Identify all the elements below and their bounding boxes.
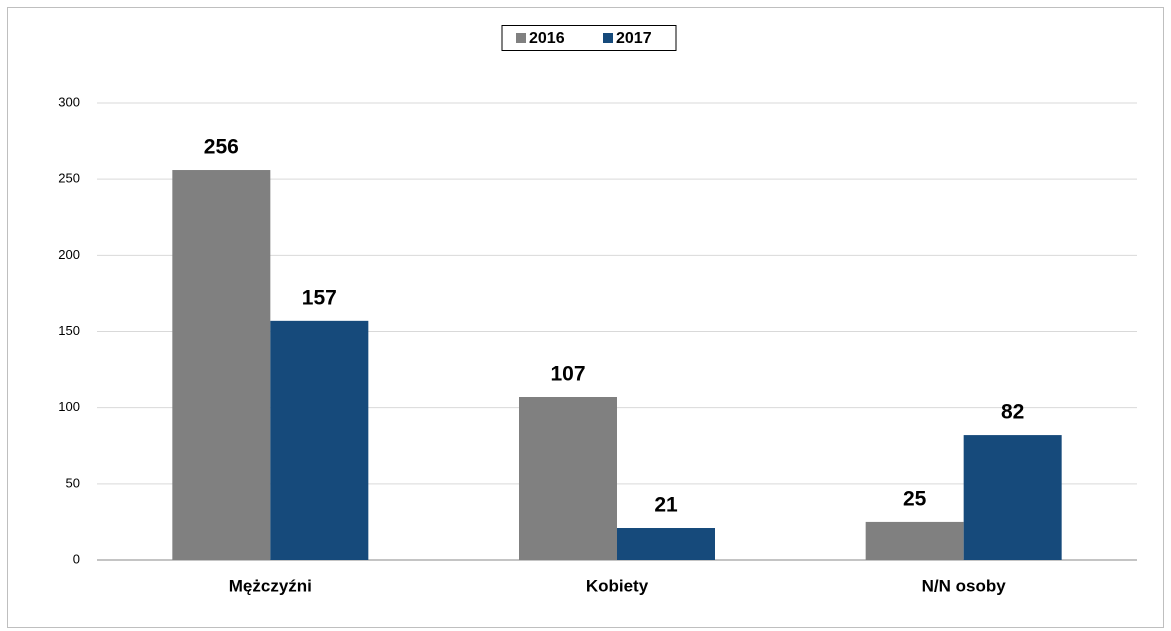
y-tick-label: 150 <box>58 323 80 338</box>
x-tick-label: N/N osoby <box>922 576 1007 595</box>
y-tick-label: 0 <box>73 551 80 566</box>
bar <box>617 528 715 560</box>
bar <box>172 170 271 560</box>
y-tick-label: 250 <box>58 171 80 186</box>
bar <box>270 320 369 560</box>
bar <box>519 397 617 560</box>
data-label: 25 <box>903 487 927 510</box>
bar <box>865 521 964 560</box>
legend-box <box>501 25 677 51</box>
data-label: 256 <box>204 136 239 159</box>
y-tick-label: 300 <box>58 94 80 109</box>
data-label: 107 <box>550 363 585 386</box>
legend-label: 2016 <box>529 30 565 47</box>
x-tick-label: Mężczyźni <box>229 576 312 595</box>
data-label: 157 <box>302 286 337 309</box>
y-tick-label: 200 <box>58 247 80 262</box>
y-tick-label: 50 <box>66 475 80 490</box>
data-label: 21 <box>654 494 678 517</box>
bar <box>963 435 1062 560</box>
data-label: 82 <box>1001 401 1024 424</box>
legend-swatch <box>603 33 613 43</box>
y-tick-label: 100 <box>58 399 80 414</box>
x-tick-label: Kobiety <box>586 576 649 595</box>
legend-label: 2017 <box>616 30 652 47</box>
legend-swatch <box>516 33 526 43</box>
